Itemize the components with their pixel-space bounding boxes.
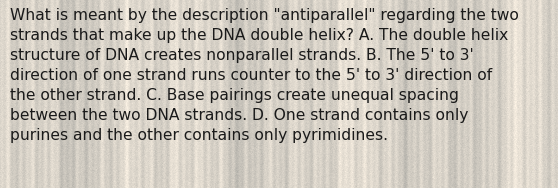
Text: What is meant by the description "antiparallel" regarding the two
strands that m: What is meant by the description "antipa…	[10, 8, 519, 143]
